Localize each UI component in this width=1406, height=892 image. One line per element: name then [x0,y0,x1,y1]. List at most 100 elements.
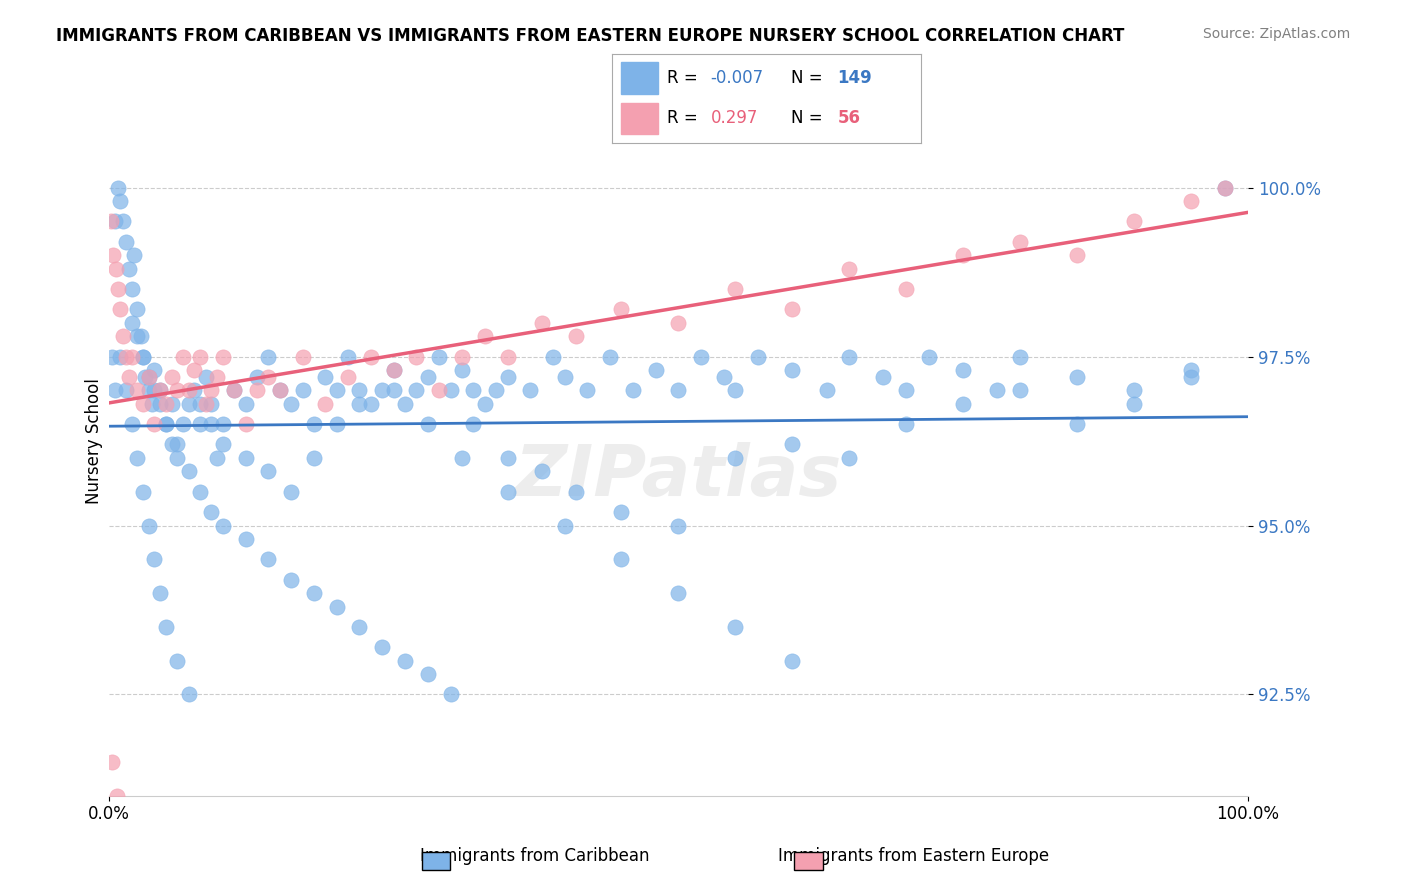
Point [474,329,496,343]
Point [302,417,325,432]
Point [188,417,211,432]
Point [200,417,222,432]
Point [177,465,200,479]
Point [166,450,188,465]
Text: Immigrants from Eastern Europe: Immigrants from Eastern Europe [779,847,1049,865]
Point [103,214,125,228]
Point [896,282,918,296]
Point [132,484,155,499]
Point [1066,248,1088,262]
Point [1123,384,1146,398]
Point [107,180,129,194]
Point [188,350,211,364]
Point [143,363,166,377]
Point [188,397,211,411]
Point [439,687,461,701]
Point [451,450,474,465]
Point [100,214,122,228]
Point [103,248,125,262]
Point [269,384,291,398]
Point [394,397,416,411]
Point [610,302,633,317]
Point [235,417,257,432]
Point [101,350,124,364]
Point [838,261,860,276]
Text: R =: R = [668,69,697,87]
Point [257,370,280,384]
Point [337,350,360,364]
Point [349,620,371,634]
Point [724,450,747,465]
Point [782,363,804,377]
Point [149,384,172,398]
Point [1213,180,1236,194]
Point [127,384,149,398]
Point [952,363,974,377]
Point [138,370,160,384]
Point [896,417,918,432]
Point [724,620,747,634]
Point [1066,417,1088,432]
Point [115,350,138,364]
Point [211,518,233,533]
Point [1180,363,1202,377]
Point [416,370,439,384]
Point [496,484,519,499]
Point [110,350,132,364]
Point [246,384,269,398]
Text: Source: ZipAtlas.com: Source: ZipAtlas.com [1202,27,1350,41]
Text: N =: N = [792,109,823,127]
Point [302,586,325,600]
Point [530,465,553,479]
Point [138,518,160,533]
Point [160,370,183,384]
Point [1213,180,1236,194]
Point [132,350,155,364]
Point [235,532,257,546]
Point [565,329,588,343]
Point [118,370,141,384]
Point [382,363,405,377]
Point [177,384,200,398]
Point [349,384,371,398]
Point [132,397,155,411]
Point [576,384,599,398]
Point [104,261,127,276]
Point [668,316,690,330]
Point [188,484,211,499]
Point [121,282,143,296]
Point [155,397,177,411]
Bar [621,62,658,94]
Point [110,194,132,209]
Point [143,384,166,398]
Point [371,640,394,654]
Point [360,350,382,364]
Point [382,363,405,377]
Point [1010,384,1032,398]
Point [107,282,129,296]
Point [382,384,405,398]
Point [610,552,633,566]
Point [138,370,160,384]
Point [952,397,974,411]
Point [257,552,280,566]
Point [166,437,188,451]
Point [394,654,416,668]
Point [194,370,217,384]
Point [115,384,138,398]
Point [496,450,519,465]
Text: 0.297: 0.297 [710,109,758,127]
Point [200,384,222,398]
Point [110,302,132,317]
Point [565,484,588,499]
Point [815,384,838,398]
Point [160,437,183,451]
Point [314,397,336,411]
Text: 149: 149 [838,69,872,87]
Point [918,350,941,364]
Point [269,384,291,398]
Point [1123,214,1146,228]
Point [405,350,427,364]
Point [160,397,183,411]
Point [838,450,860,465]
